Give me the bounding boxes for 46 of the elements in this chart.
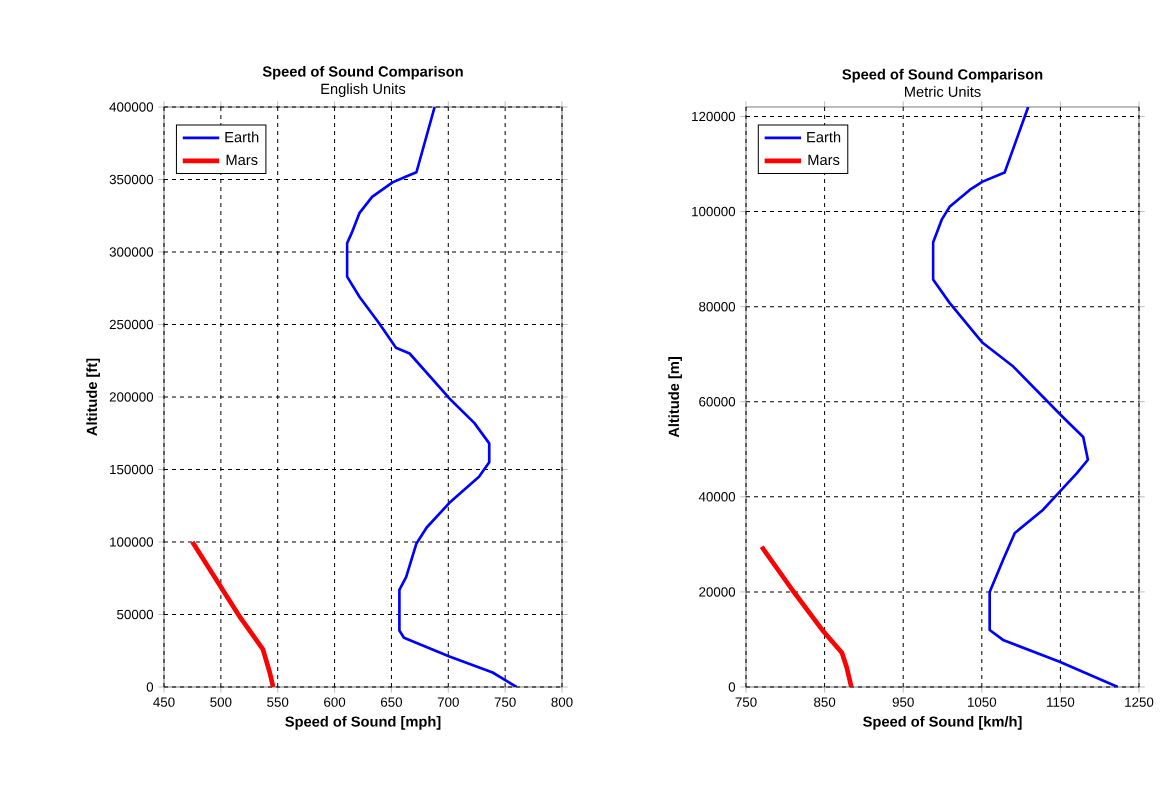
x-tick-label: 1150 bbox=[1047, 697, 1075, 707]
y-tick-label: 0 bbox=[728, 682, 736, 692]
x-tick-label: 500 bbox=[210, 697, 232, 707]
x-tick-label: 750 bbox=[735, 697, 757, 707]
y-tick-label: 120000 bbox=[692, 111, 736, 122]
y-tick-label: 250000 bbox=[109, 319, 154, 330]
line-series bbox=[345, 106, 518, 687]
y-tick-label: 40000 bbox=[698, 492, 736, 502]
x-tick-label: 600 bbox=[324, 697, 346, 707]
legend-label: Earth bbox=[807, 131, 841, 143]
y-tick-label: 350000 bbox=[109, 174, 154, 185]
x-tick-label: 650 bbox=[380, 697, 403, 707]
chart-title: Speed of Sound Comparison bbox=[262, 65, 463, 80]
line-series bbox=[759, 544, 854, 687]
x-axis-title: Speed of Sound [mph] bbox=[285, 716, 441, 730]
y-tick-label: 150000 bbox=[110, 464, 154, 475]
line-series bbox=[190, 539, 276, 687]
x-tick-label: 550 bbox=[267, 697, 289, 707]
y-tick-label: 20000 bbox=[699, 587, 736, 597]
x-tick-label: 800 bbox=[551, 697, 573, 707]
x-tick-label: 450 bbox=[153, 697, 175, 707]
x-tick-label: 1050 bbox=[968, 697, 997, 707]
y-axis-title: Altitude [ft] bbox=[86, 358, 100, 436]
chart-subtitle: English Units bbox=[321, 83, 406, 97]
y-tick-label: 80000 bbox=[699, 301, 736, 312]
line-series bbox=[931, 106, 1120, 687]
y-tick-label: 100000 bbox=[110, 537, 154, 547]
chart-subtitle: Metric Units bbox=[905, 86, 981, 97]
legend-label: Earth bbox=[225, 131, 259, 143]
x-axis-title: Speed of Sound [km/h] bbox=[863, 716, 1022, 730]
y-tick-label: 50000 bbox=[117, 609, 154, 620]
x-tick-label: 700 bbox=[437, 697, 459, 707]
chart-title: Speed of Sound Comparison bbox=[842, 68, 1043, 83]
x-tick-label: 850 bbox=[814, 697, 836, 707]
y-tick-label: 200000 bbox=[109, 392, 154, 402]
y-tick-label: 300000 bbox=[109, 247, 154, 257]
y-tick-label: 400000 bbox=[109, 102, 154, 112]
legend-label: Mars bbox=[808, 154, 840, 166]
legend-label: Mars bbox=[226, 154, 258, 166]
y-axis-title: Altitude [m] bbox=[668, 357, 682, 438]
x-tick-label: 750 bbox=[494, 697, 516, 707]
y-tick-label: 100000 bbox=[692, 206, 736, 217]
x-tick-label: 1250 bbox=[1125, 697, 1154, 707]
x-tick-label: 950 bbox=[892, 697, 914, 707]
y-tick-label: 0 bbox=[146, 682, 154, 692]
y-tick-label: 60000 bbox=[699, 397, 736, 407]
